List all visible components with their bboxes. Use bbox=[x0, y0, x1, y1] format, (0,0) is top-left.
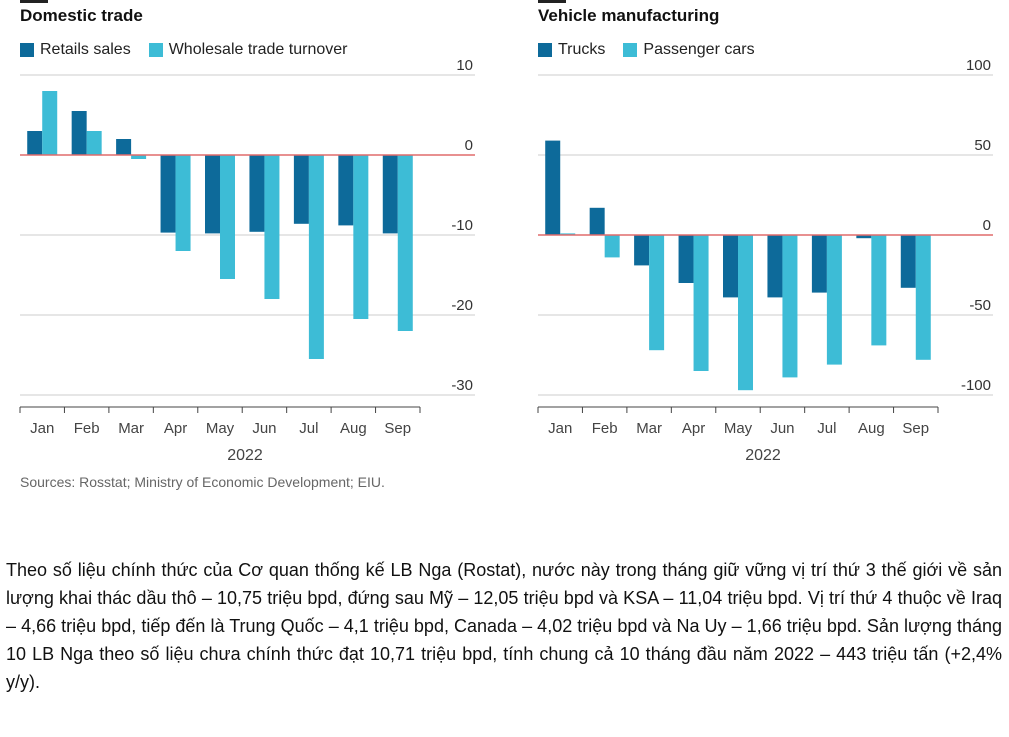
legend-label: Passenger cars bbox=[643, 41, 755, 58]
bar bbox=[589, 207, 605, 235]
y-tick-label: -10 bbox=[451, 217, 473, 234]
legend-swatch bbox=[538, 43, 552, 57]
x-tick-label: Jul bbox=[299, 420, 318, 437]
x-tick-label: Jan bbox=[548, 420, 572, 437]
x-tick-label: Jun bbox=[770, 420, 794, 437]
bar bbox=[871, 235, 887, 346]
year-label: 2022 bbox=[745, 447, 781, 464]
bar bbox=[560, 233, 576, 235]
bar bbox=[116, 139, 132, 155]
bar bbox=[604, 235, 620, 258]
bar bbox=[338, 155, 354, 226]
source-note: Sources: Rosstat; Ministry of Economic D… bbox=[20, 474, 385, 490]
legend-label: Trucks bbox=[558, 41, 606, 58]
bar bbox=[175, 155, 191, 251]
bar bbox=[131, 155, 147, 159]
x-tick-label: Mar bbox=[118, 420, 144, 437]
bar bbox=[678, 235, 694, 283]
x-tick-label: Feb bbox=[592, 420, 618, 437]
bar bbox=[71, 111, 87, 155]
title-accent-bar bbox=[20, 0, 48, 3]
x-tick-label: Sep bbox=[902, 420, 929, 437]
legend: Trucks Passenger cars bbox=[538, 41, 755, 59]
x-tick-label: Jan bbox=[30, 420, 54, 437]
legend-item-series-2: Wholesale trade turnover bbox=[148, 41, 348, 59]
x-tick-label: Aug bbox=[340, 420, 367, 437]
y-tick-label: 50 bbox=[974, 137, 991, 154]
legend-swatch bbox=[623, 43, 638, 57]
article-paragraph: Theo số liệu chính thức của Cơ quan thốn… bbox=[6, 560, 1002, 692]
y-tick-label: 0 bbox=[983, 217, 991, 234]
x-tick-label: Jun bbox=[252, 420, 276, 437]
bar bbox=[826, 235, 842, 365]
y-tick-label: -50 bbox=[969, 297, 991, 314]
chart-title: Vehicle manufacturing bbox=[538, 6, 720, 25]
bar bbox=[293, 155, 309, 224]
year-label: 2022 bbox=[227, 447, 263, 464]
x-tick-label: Jul bbox=[817, 420, 836, 437]
bar bbox=[382, 155, 398, 234]
bar bbox=[738, 235, 753, 391]
legend-swatch bbox=[148, 43, 163, 57]
bar-chart-domestic-trade: 10 0 -10 -20 -30 Jan Feb Mar Apr May Jun Jul Aug Sep 2… bbox=[19, 57, 475, 464]
bar bbox=[545, 140, 561, 235]
bar bbox=[900, 235, 916, 288]
bar bbox=[634, 235, 650, 266]
bar bbox=[308, 155, 324, 359]
bar bbox=[205, 155, 220, 234]
bar bbox=[915, 235, 931, 360]
x-tick-label: May bbox=[724, 420, 753, 437]
x-tick-label: Sep bbox=[384, 420, 411, 437]
bar bbox=[160, 155, 176, 233]
y-tick-label: 100 bbox=[966, 57, 991, 74]
x-tick-label: Aug bbox=[858, 420, 885, 437]
legend-label: Wholesale trade turnover bbox=[168, 41, 348, 58]
legend-item-series-1: Retails sales bbox=[20, 41, 131, 59]
y-tick-label: 0 bbox=[465, 137, 473, 154]
bar bbox=[86, 131, 102, 155]
bar bbox=[693, 235, 709, 371]
x-tick-label: May bbox=[206, 420, 235, 437]
bar bbox=[782, 235, 798, 378]
y-tick-label: -30 bbox=[451, 377, 473, 394]
legend-label: Retails sales bbox=[40, 41, 131, 58]
title-accent-bar bbox=[538, 0, 566, 3]
x-tick-label: Apr bbox=[164, 420, 187, 437]
bar bbox=[353, 155, 369, 319]
bar bbox=[264, 155, 280, 299]
legend-swatch bbox=[20, 43, 34, 57]
bar bbox=[42, 91, 58, 155]
bar-chart-vehicle-manufacturing: 100 50 0 -50 -100 Jan Feb Mar Apr May Jun Jul Aug Sep… bbox=[537, 57, 993, 464]
bar bbox=[397, 155, 413, 331]
y-tick-label: 10 bbox=[456, 57, 473, 74]
x-tick-label: Feb bbox=[74, 420, 100, 437]
y-tick-label: -20 bbox=[451, 297, 473, 314]
bar bbox=[723, 235, 738, 298]
legend-item-series-1: Trucks bbox=[538, 41, 605, 59]
legend: Retails sales Wholesale trade turnover bbox=[20, 41, 347, 59]
bar bbox=[27, 131, 43, 155]
x-tick-label: Apr bbox=[682, 420, 705, 437]
bar bbox=[856, 235, 872, 239]
legend-item-series-2: Passenger cars bbox=[623, 41, 755, 59]
bar bbox=[220, 155, 235, 279]
bar bbox=[249, 155, 265, 232]
bar bbox=[767, 235, 783, 298]
y-tick-label: -100 bbox=[961, 377, 991, 394]
bar bbox=[811, 235, 827, 293]
bar bbox=[649, 235, 665, 351]
chart-title: Domestic trade bbox=[20, 6, 143, 25]
x-tick-label: Mar bbox=[636, 420, 662, 437]
